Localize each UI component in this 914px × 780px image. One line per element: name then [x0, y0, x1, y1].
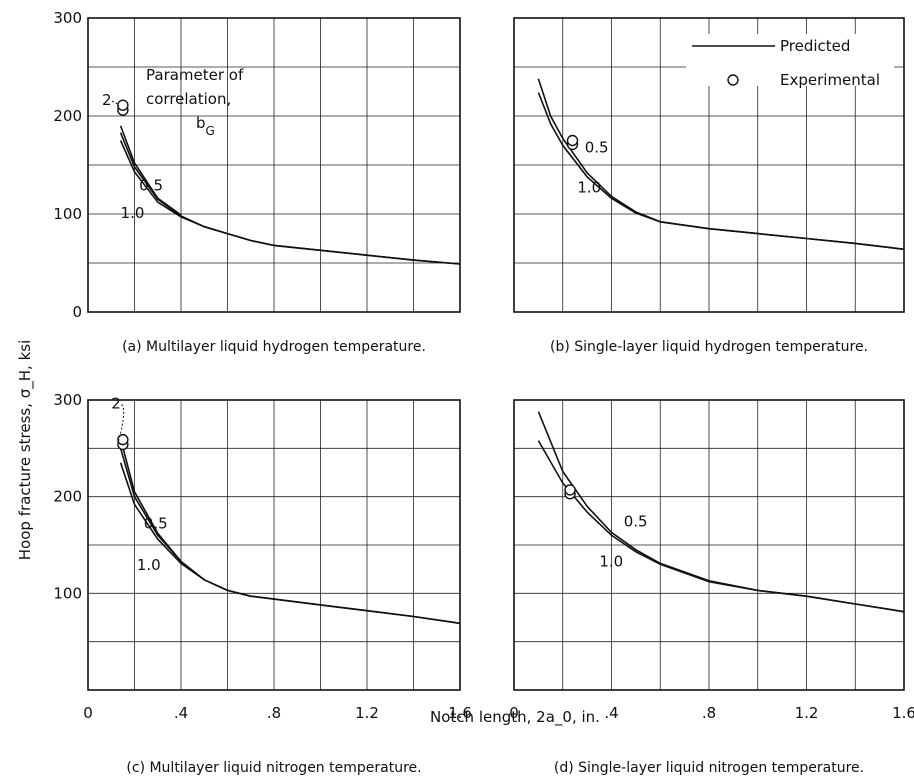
y-tick-label: 100 — [53, 584, 82, 602]
series-line-0-5 — [119, 448, 461, 625]
y-tick-label: 200 — [53, 107, 82, 125]
legend-background — [686, 34, 894, 86]
series-line-1-0 — [119, 462, 461, 625]
legend-experimental-label: Experimental — [780, 71, 880, 89]
x-tick-label: .8 — [267, 704, 281, 722]
y-tick-label: 200 — [53, 488, 82, 506]
curve-label: 2 — [111, 395, 121, 413]
series-line-0-5 — [119, 132, 461, 265]
chart-panel-a: 0 100 200 300 2 0.5 1.0 (a) Multilayer liquid h… — [53, 9, 461, 355]
series-line-1-0 — [537, 92, 905, 251]
y-tick-label: 100 — [53, 205, 82, 223]
chart-panel-c: 100 200 300 0 .4 .8 1.2 1.6 2 0.5 1.0 (c) Multilaye… — [53, 391, 472, 776]
experimental-point — [566, 134, 579, 147]
panel-caption: (d) Single-layer liquid nitrogen tempera… — [554, 760, 864, 776]
legend-experimental-swatch — [727, 74, 739, 86]
y-axis-label: Hoop fracture stress, σ_H, ksi — [16, 340, 35, 560]
x-tick-label: 0 — [509, 704, 519, 722]
parameter-label: Parameter of correlation, bG — [146, 66, 244, 138]
plot-frame — [87, 399, 461, 691]
legend: Predicted Experimental — [686, 34, 894, 89]
curve-label: 1.0 — [599, 552, 623, 570]
y-tick-label: 300 — [53, 9, 82, 27]
series-line-0-5 — [537, 78, 905, 251]
y-tick-label: 0 — [72, 303, 82, 321]
legend-predicted-label: Predicted — [780, 37, 850, 55]
curve-label: 1.0 — [577, 178, 601, 196]
curve-label: 1.0 — [121, 204, 145, 222]
panel-caption: (c) Multilayer liquid nitrogen temperatu… — [126, 760, 421, 776]
x-axis-label: Notch length, 2a_0, in. — [430, 708, 600, 727]
chart-panel-d: 0 .4 .8 1.2 1.6 0.5 1.0 (d) Single-layer liquid… — [509, 399, 914, 776]
y-tick-label: 300 — [53, 391, 82, 409]
series-line-1-0 — [119, 140, 461, 265]
series-line-2 — [119, 125, 182, 216]
curve-label: 0.5 — [144, 515, 168, 533]
leader-line — [118, 404, 125, 441]
series-line-0-5 — [537, 411, 905, 613]
experimental-point — [117, 433, 129, 446]
plot-frame — [513, 17, 905, 313]
curve-label: 0.5 — [139, 176, 163, 194]
parameter-label-line: Parameter of — [146, 66, 244, 84]
parameter-label-line: bG — [196, 114, 215, 138]
curve-label: 0.5 — [585, 138, 609, 156]
x-tick-label: 1.6 — [892, 704, 914, 722]
x-tick-label: 0 — [83, 704, 93, 722]
x-tick-label: 1.6 — [448, 704, 472, 722]
chart-panel-b: 0.5 1.0 (b) Single-layer liquid hydrogen t… — [513, 17, 905, 355]
x-tick-label: .4 — [604, 704, 618, 722]
panel-caption: (b) Single-layer liquid hydrogen tempera… — [550, 339, 868, 355]
curve-label: 1.0 — [137, 556, 161, 574]
curve-label: 0.5 — [624, 513, 648, 531]
x-tick-label: 1.2 — [795, 704, 819, 722]
experimental-point — [564, 484, 576, 496]
x-tick-label: 1.2 — [355, 704, 379, 722]
x-tick-label: .8 — [702, 704, 716, 722]
series-line-1-0 — [537, 440, 905, 613]
x-tick-label: .4 — [174, 704, 188, 722]
experimental-point — [117, 99, 129, 111]
plot-frame — [513, 399, 905, 691]
parameter-label-line: correlation, — [146, 90, 231, 108]
panel-caption: (a) Multilayer liquid hydrogen temperatu… — [122, 339, 426, 355]
curve-label: 2 — [102, 91, 112, 109]
plot-frame — [87, 17, 461, 313]
leader-line — [111, 100, 120, 107]
series-line-2 — [119, 438, 182, 562]
